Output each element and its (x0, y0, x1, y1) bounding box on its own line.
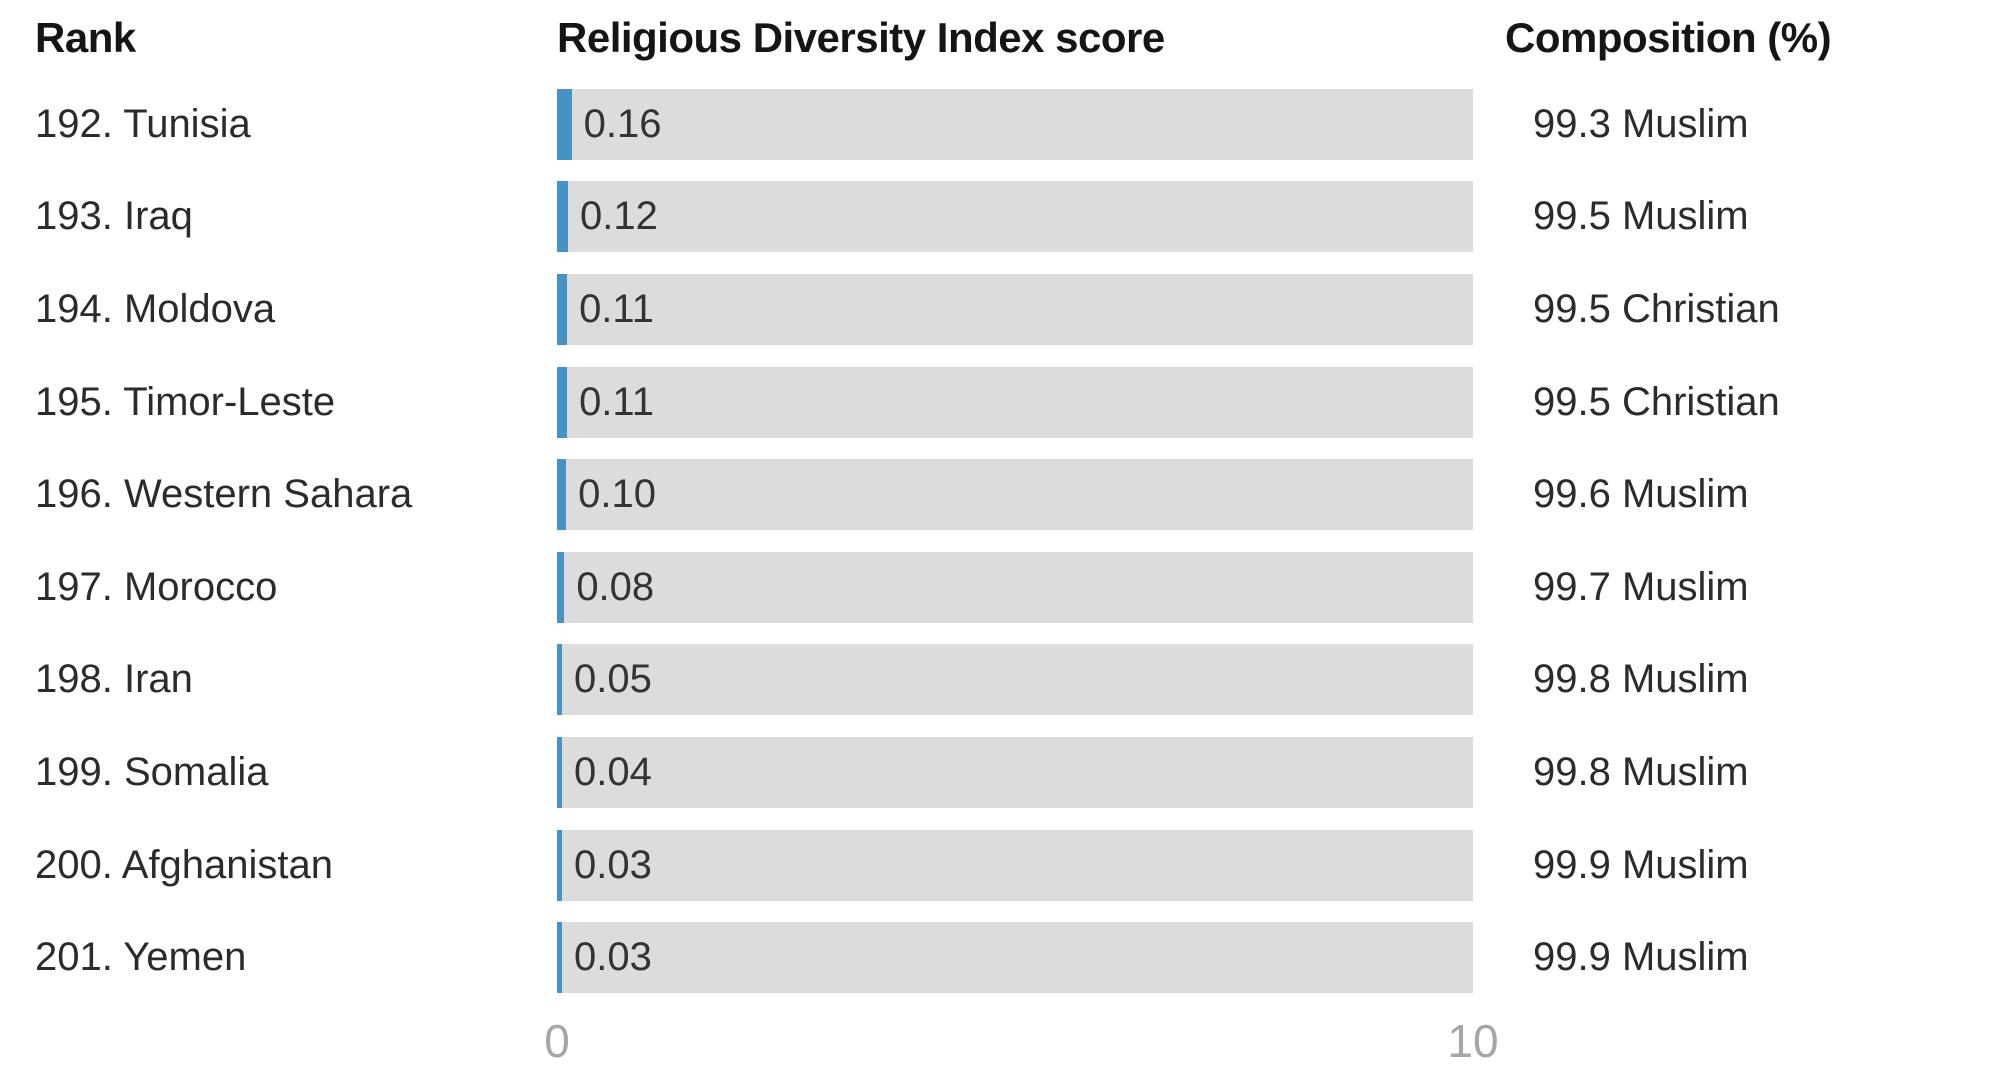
table-row: 198. Iran 0.05 99.8 Muslim (0, 634, 2000, 727)
composition-label: 99.7 Muslim (1533, 564, 1749, 609)
chart-rows: 192. Tunisia 0.16 99.3 Muslim 193. Iraq … (0, 78, 2000, 1004)
axis-tick-max: 10 (1447, 1014, 1499, 1067)
table-row: 194. Moldova 0.11 99.5 Christian (0, 263, 2000, 356)
score-value-label: 0.11 (579, 286, 654, 331)
table-row: 196. Western Sahara 0.10 99.6 Muslim (0, 448, 2000, 541)
rank-country-label: 199. Somalia (35, 749, 269, 794)
table-row: 193. Iraq 0.12 99.5 Muslim (0, 171, 2000, 264)
score-bar-fill (557, 922, 562, 994)
table-row: 200. Afghanistan 0.03 99.9 Muslim (0, 819, 2000, 912)
score-bar-track: 0.05 (557, 644, 1473, 716)
score-column-header: Religious Diversity Index score (557, 14, 1165, 61)
rank-country-label: 201. Yemen (35, 935, 247, 980)
score-value-label: 0.10 (578, 472, 657, 517)
composition-label: 99.5 Muslim (1533, 194, 1749, 239)
score-bar-fill (557, 88, 572, 160)
score-bar-fill (557, 736, 562, 808)
score-value-label: 0.04 (574, 749, 652, 794)
score-value-label: 0.12 (579, 194, 658, 239)
score-bar-fill (557, 366, 568, 438)
score-value-label: 0.08 (576, 564, 655, 609)
score-bar-track: 0.11 (557, 273, 1473, 345)
composition-label: 99.8 Muslim (1533, 749, 1749, 794)
composition-column-header: Composition (%) (1505, 14, 1832, 61)
rank-country-label: 200. Afghanistan (35, 842, 334, 887)
score-value-label: 0.16 (583, 101, 662, 146)
score-value-label: 0.05 (574, 657, 652, 702)
score-bar-track: 0.03 (557, 922, 1473, 994)
column-header-row: Rank Religious Diversity Index score Com… (0, 0, 2000, 78)
axis-track: 0 10 (544, 1004, 1498, 1081)
rank-country-label: 192. Tunisia (35, 101, 251, 146)
score-bar-track: 0.10 (557, 459, 1473, 531)
table-row: 197. Morocco 0.08 99.7 Muslim (0, 541, 2000, 634)
score-bar-fill (557, 181, 568, 253)
score-bar-fill (557, 644, 562, 716)
table-row: 201. Yemen 0.03 99.9 Muslim (0, 911, 2000, 1004)
rank-country-label: 196. Western Sahara (35, 472, 413, 517)
score-bar-track: 0.03 (557, 829, 1473, 901)
composition-label: 99.6 Muslim (1533, 472, 1749, 517)
x-axis: 0 10 (0, 1004, 2000, 1081)
composition-label: 99.8 Muslim (1533, 657, 1749, 702)
composition-label: 99.9 Muslim (1533, 842, 1749, 887)
score-bar-track: 0.08 (557, 551, 1473, 623)
composition-label: 99.9 Muslim (1533, 935, 1749, 980)
rank-country-label: 198. Iran (35, 657, 193, 702)
table-row: 195. Timor-Leste 0.11 99.5 Christian (0, 356, 2000, 449)
score-bar-track: 0.12 (557, 181, 1473, 253)
composition-label: 99.3 Muslim (1533, 101, 1749, 146)
rank-column-header: Rank (35, 14, 136, 61)
score-bar-fill (557, 273, 568, 345)
table-row: 199. Somalia 0.04 99.8 Muslim (0, 726, 2000, 819)
table-row: 192. Tunisia 0.16 99.3 Muslim (0, 78, 2000, 171)
score-bar-track: 0.04 (557, 736, 1473, 808)
score-bar-fill (557, 459, 567, 531)
rank-country-label: 194. Moldova (35, 286, 276, 331)
rank-country-label: 195. Timor-Leste (35, 379, 336, 424)
score-value-label: 0.11 (579, 379, 654, 424)
score-bar-track: 0.16 (557, 88, 1473, 160)
score-bar-fill (557, 829, 562, 901)
composition-label: 99.5 Christian (1533, 379, 1780, 424)
score-value-label: 0.03 (574, 842, 652, 887)
axis-tick-min: 0 (544, 1014, 570, 1067)
rank-country-label: 197. Morocco (35, 564, 278, 609)
score-value-label: 0.03 (574, 935, 652, 980)
score-bar-fill (557, 551, 565, 623)
score-bar-track: 0.11 (557, 366, 1473, 438)
composition-label: 99.5 Christian (1533, 286, 1780, 331)
rank-country-label: 193. Iraq (35, 194, 193, 239)
